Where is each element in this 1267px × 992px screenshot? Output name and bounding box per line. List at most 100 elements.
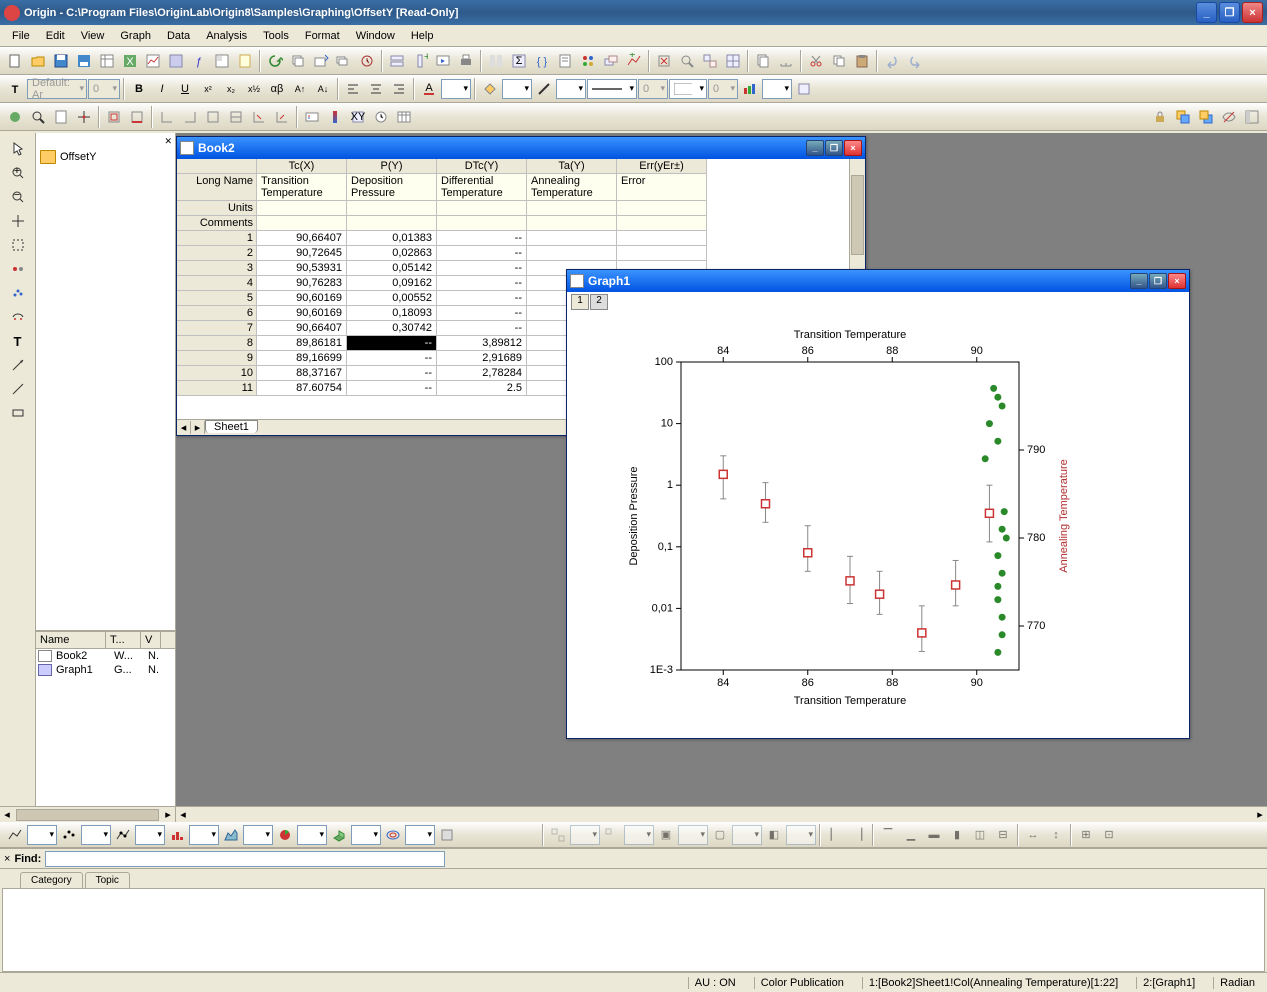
sheet-nav-prev[interactable]: ▸ bbox=[191, 421, 205, 434]
bring-button[interactable]: ◧ bbox=[763, 824, 785, 846]
cell[interactable] bbox=[617, 201, 707, 216]
cell[interactable] bbox=[617, 216, 707, 231]
workbook-maximize-button[interactable]: ❐ bbox=[825, 140, 843, 156]
dock-button[interactable] bbox=[1241, 106, 1263, 128]
cell[interactable]: 89,86181 bbox=[257, 336, 347, 351]
plot-setup-button[interactable] bbox=[577, 50, 599, 72]
lighting-button[interactable] bbox=[793, 78, 815, 100]
recalc-auto-button[interactable] bbox=[485, 50, 507, 72]
new-layout-button[interactable] bbox=[211, 50, 233, 72]
cell[interactable] bbox=[527, 246, 617, 261]
column-plot-button[interactable] bbox=[166, 824, 188, 846]
line-width-combo[interactable]: 0 bbox=[638, 79, 668, 99]
back-dropdown[interactable] bbox=[732, 825, 762, 845]
cell[interactable]: -- bbox=[437, 306, 527, 321]
pie-plot-button[interactable] bbox=[274, 824, 296, 846]
new-notes-button[interactable] bbox=[234, 50, 256, 72]
zoom-in-tool[interactable]: + bbox=[8, 163, 28, 183]
send-back-button[interactable] bbox=[1172, 106, 1194, 128]
bring-dropdown[interactable] bbox=[786, 825, 816, 845]
scatter-plot-dropdown[interactable] bbox=[81, 825, 111, 845]
cell[interactable]: 2,91689 bbox=[437, 351, 527, 366]
cell[interactable]: -- bbox=[437, 276, 527, 291]
contour-dropdown[interactable] bbox=[405, 825, 435, 845]
cell[interactable]: 89,16699 bbox=[257, 351, 347, 366]
speed-mode-button[interactable] bbox=[27, 106, 49, 128]
cell[interactable]: -- bbox=[347, 336, 437, 351]
new-function-button[interactable]: ƒ bbox=[188, 50, 210, 72]
menu-file[interactable]: File bbox=[4, 28, 38, 44]
snap-button[interactable]: ⊞ bbox=[1075, 824, 1097, 846]
scale-box-button[interactable] bbox=[202, 106, 224, 128]
cell[interactable]: 0,01383 bbox=[347, 231, 437, 246]
explorer-header[interactable]: T... bbox=[106, 632, 141, 648]
menu-tools[interactable]: Tools bbox=[255, 28, 297, 44]
add-time-button[interactable] bbox=[370, 106, 392, 128]
align-t-button[interactable]: ▔ bbox=[877, 824, 899, 846]
draw-data-tool[interactable] bbox=[8, 283, 28, 303]
pattern-size-combo[interactable]: 0 bbox=[708, 79, 738, 99]
slideshow-button[interactable] bbox=[432, 50, 454, 72]
page-view-button[interactable] bbox=[50, 106, 72, 128]
cell[interactable]: 0,02863 bbox=[347, 246, 437, 261]
greek-button[interactable]: αβ bbox=[266, 78, 288, 100]
cell[interactable]: 90,60169 bbox=[257, 306, 347, 321]
scale-frame-button[interactable] bbox=[225, 106, 247, 128]
fontsize-combo[interactable]: 0 bbox=[88, 79, 120, 99]
cell[interactable]: 87.60754 bbox=[257, 381, 347, 396]
region-tool[interactable] bbox=[8, 307, 28, 327]
cat-tab-topic[interactable]: Topic bbox=[85, 872, 130, 888]
import-multi-button[interactable] bbox=[333, 50, 355, 72]
cell[interactable]: Deposition Pressure bbox=[347, 174, 437, 201]
menu-help[interactable]: Help bbox=[403, 28, 442, 44]
read-data-button[interactable] bbox=[386, 50, 408, 72]
cut-button[interactable] bbox=[805, 50, 827, 72]
contour-button[interactable] bbox=[382, 824, 404, 846]
data-selector-tool[interactable] bbox=[8, 235, 28, 255]
cell[interactable]: -- bbox=[437, 321, 527, 336]
line-color-button[interactable] bbox=[533, 78, 555, 100]
cell[interactable]: Long Name bbox=[177, 174, 257, 201]
cell[interactable]: 90,66407 bbox=[257, 321, 347, 336]
align-l-button[interactable]: ▏ bbox=[824, 824, 846, 846]
coordinates-button[interactable] bbox=[73, 106, 95, 128]
window-list[interactable]: NameT...V Book2W...N.Graph1G...N. bbox=[36, 632, 175, 812]
refresh-button[interactable] bbox=[264, 50, 286, 72]
save-template-button[interactable] bbox=[73, 50, 95, 72]
front-dropdown[interactable] bbox=[678, 825, 708, 845]
same-h-button[interactable]: ↕ bbox=[1045, 824, 1067, 846]
cell[interactable]: 6 bbox=[177, 306, 257, 321]
cell[interactable] bbox=[437, 216, 527, 231]
area-plot-dropdown[interactable] bbox=[243, 825, 273, 845]
menu-edit[interactable]: Edit bbox=[38, 28, 73, 44]
app-minimize-button[interactable]: _ bbox=[1196, 2, 1217, 23]
add-data-button[interactable]: + bbox=[623, 50, 645, 72]
menu-view[interactable]: View bbox=[73, 28, 113, 44]
graph-body[interactable]: 12 84848686888890901001010,10,011E-37707… bbox=[567, 292, 1189, 738]
cell[interactable]: DTc(Y) bbox=[437, 159, 527, 174]
cell[interactable]: 3,89812 bbox=[437, 336, 527, 351]
legend-button[interactable] bbox=[301, 106, 323, 128]
cell[interactable]: Ta(Y) bbox=[527, 159, 617, 174]
lock-button[interactable] bbox=[1149, 106, 1171, 128]
bold-button[interactable]: B bbox=[128, 78, 150, 100]
column-plot-dropdown[interactable] bbox=[189, 825, 219, 845]
cell[interactable]: Error bbox=[617, 174, 707, 201]
3d-plot-button[interactable] bbox=[328, 824, 350, 846]
cell[interactable]: -- bbox=[347, 381, 437, 396]
cell[interactable]: Comments bbox=[177, 216, 257, 231]
layer-management-button[interactable] bbox=[600, 50, 622, 72]
import-single-button[interactable] bbox=[310, 50, 332, 72]
template-button[interactable] bbox=[436, 824, 458, 846]
cell[interactable]: 9 bbox=[177, 351, 257, 366]
copy-button[interactable] bbox=[828, 50, 850, 72]
group-button[interactable] bbox=[547, 824, 569, 846]
cell[interactable]: -- bbox=[437, 291, 527, 306]
menu-analysis[interactable]: Analysis bbox=[198, 28, 255, 44]
cell[interactable]: 5 bbox=[177, 291, 257, 306]
ungroup-button[interactable] bbox=[601, 824, 623, 846]
decrease-font-button[interactable]: A↓ bbox=[312, 78, 334, 100]
graph-minimize-button[interactable]: _ bbox=[1130, 273, 1148, 289]
save-button[interactable] bbox=[50, 50, 72, 72]
back-button[interactable]: ▢ bbox=[709, 824, 731, 846]
